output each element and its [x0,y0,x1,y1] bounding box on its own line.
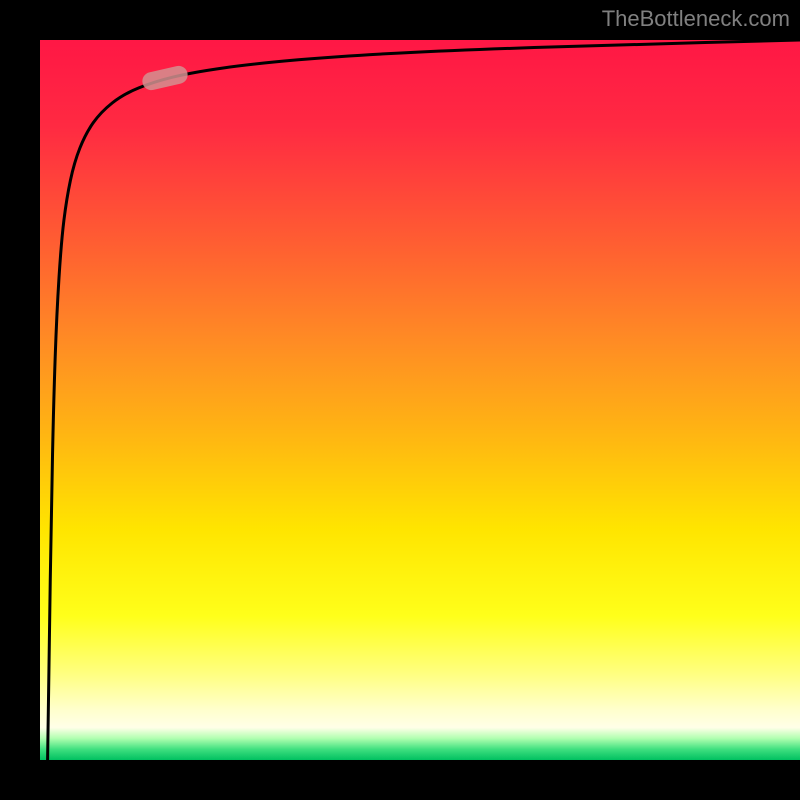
watermark-text: TheBottleneck.com [602,6,790,32]
chart-plot-area [40,40,800,760]
curve-line [40,40,800,760]
